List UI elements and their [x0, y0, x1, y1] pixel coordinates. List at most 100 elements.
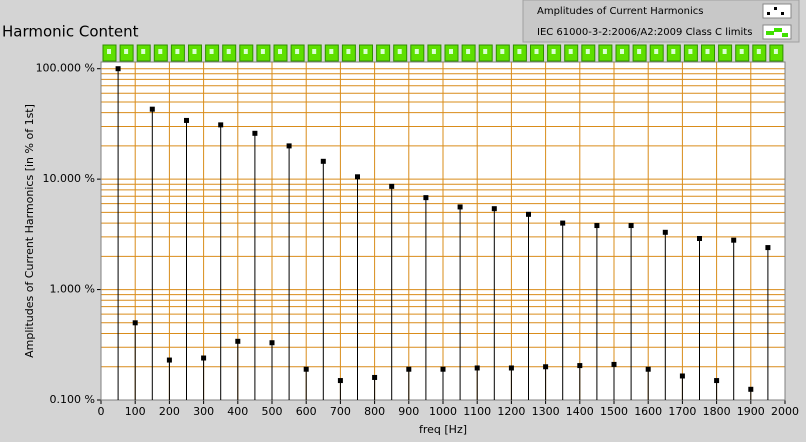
x-tick-label: 900	[398, 405, 419, 418]
indicator-mark	[483, 49, 488, 54]
y-tick-label: 10.000 %	[43, 172, 95, 185]
x-tick-label: 400	[227, 405, 248, 418]
indicator-mark	[226, 49, 231, 54]
indicator-mark	[500, 49, 505, 54]
marker	[355, 174, 360, 180]
marker	[269, 340, 275, 346]
indicator-mark	[688, 49, 693, 54]
indicator-mark	[449, 49, 453, 54]
marker	[423, 195, 429, 201]
x-tick-label: 1900	[737, 405, 765, 418]
x-tick-label: 300	[193, 405, 214, 418]
legend-swatch	[767, 12, 770, 15]
indicator-mark	[329, 49, 334, 54]
indicator-mark	[534, 49, 539, 54]
marker	[320, 158, 326, 164]
indicator-mark	[278, 49, 282, 54]
marker	[714, 378, 720, 384]
marker	[577, 363, 583, 369]
marker	[166, 357, 172, 363]
marker	[731, 237, 737, 243]
marker	[679, 373, 685, 379]
indicator-mark	[620, 49, 624, 54]
legend-swatch	[766, 31, 774, 35]
x-tick-label: 1500	[600, 405, 628, 418]
indicator-mark	[551, 49, 556, 54]
legend-label: Amplitudes of Current Harmonics	[537, 6, 703, 17]
indicator-mark	[209, 49, 214, 54]
marker	[115, 66, 121, 72]
x-tick-label: 200	[159, 405, 180, 418]
marker	[132, 320, 138, 326]
x-tick-label: 100	[125, 405, 146, 418]
marker	[662, 229, 668, 235]
y-tick-label: 1.000 %	[50, 283, 95, 296]
indicator-mark	[414, 49, 419, 54]
indicator-mark	[637, 49, 642, 54]
chart-title: Harmonic Content	[2, 23, 139, 41]
marker	[235, 338, 241, 344]
x-tick-label: 700	[330, 405, 351, 418]
marker	[372, 374, 378, 380]
legend-swatch-bg	[762, 3, 792, 19]
marker	[526, 211, 531, 217]
indicator-mark	[517, 49, 522, 54]
indicator-mark	[756, 49, 761, 54]
marker	[628, 223, 634, 229]
marker	[765, 245, 771, 251]
x-axis-label: freq [Hz]	[419, 423, 467, 436]
x-tick-label: 0	[98, 405, 105, 418]
x-tick-label: 500	[262, 405, 283, 418]
marker	[594, 223, 600, 229]
indicator-mark	[773, 49, 778, 54]
marker	[697, 236, 702, 242]
marker	[508, 365, 514, 371]
marker	[611, 361, 617, 367]
indicator-mark	[654, 49, 659, 54]
indicator-mark	[722, 49, 727, 54]
legend-box	[522, 0, 800, 43]
marker	[457, 204, 463, 210]
marker	[748, 386, 754, 392]
legend-swatch	[781, 12, 784, 15]
x-tick-label: 1200	[497, 405, 525, 418]
indicator-mark	[705, 49, 710, 54]
marker	[474, 365, 480, 371]
indicator-mark	[175, 49, 180, 54]
marker	[491, 206, 497, 212]
indicator-mark	[141, 49, 146, 54]
x-tick-label: 800	[364, 405, 385, 418]
marker	[218, 122, 224, 128]
marker	[337, 378, 343, 384]
x-tick-label: 2000	[771, 405, 799, 418]
indicator-mark	[124, 49, 129, 54]
x-tick-label: 1300	[532, 405, 560, 418]
marker	[543, 364, 549, 370]
indicator-mark	[312, 49, 317, 54]
marker	[303, 366, 309, 372]
indicator-mark	[397, 49, 402, 54]
indicator-mark	[243, 49, 248, 54]
legend-swatch	[774, 28, 782, 32]
marker	[149, 106, 155, 112]
y-axis-label: Amplitudes of Current Harmonics [in % of…	[23, 104, 36, 358]
indicator-mark	[568, 49, 573, 54]
indicator-mark	[158, 49, 163, 54]
legend-swatch	[782, 33, 788, 37]
marker	[560, 220, 566, 226]
indicator-mark	[602, 49, 607, 54]
indicator-mark	[671, 49, 676, 54]
legend-swatch	[774, 7, 777, 10]
legend-label: IEC 61000-3-2:2006/A2:2009 Class C limit…	[537, 27, 752, 38]
y-tick-label: 0.100 %	[50, 393, 95, 406]
marker	[440, 366, 446, 372]
x-tick-label: 1700	[668, 405, 696, 418]
indicator-mark	[260, 49, 265, 54]
indicator-mark	[346, 49, 351, 54]
marker	[184, 117, 189, 123]
marker	[252, 130, 258, 136]
x-tick-label: 1100	[463, 405, 491, 418]
indicator-mark	[739, 49, 744, 54]
